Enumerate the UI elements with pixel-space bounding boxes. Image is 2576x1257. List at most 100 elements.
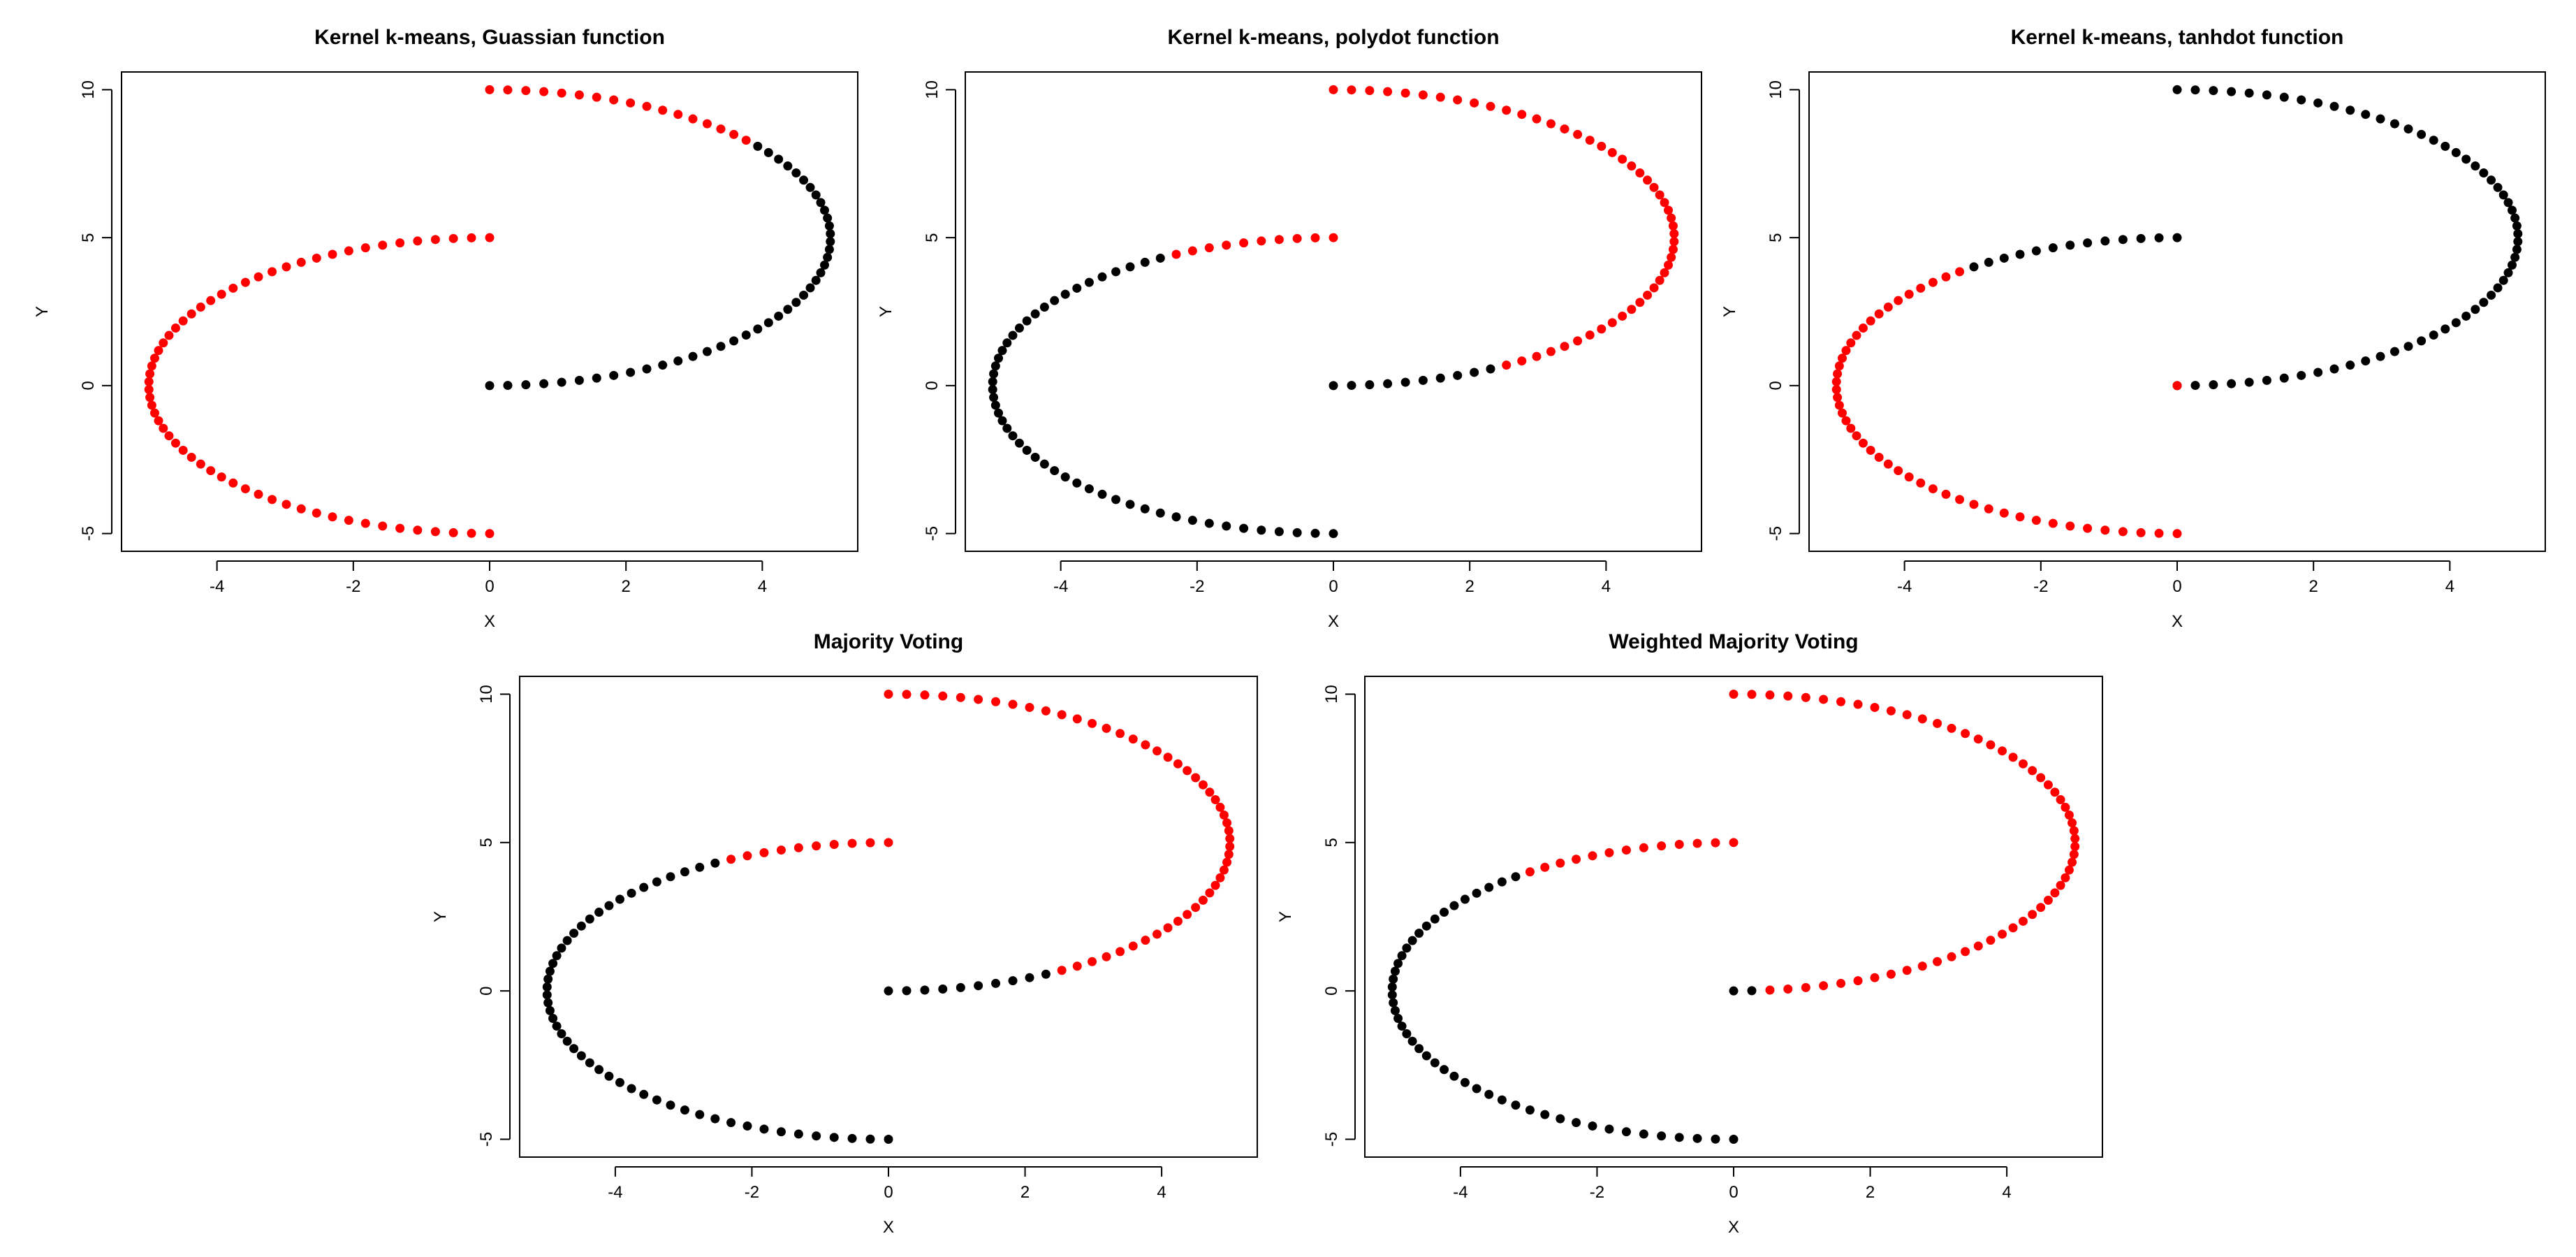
data-point-inner-arc bbox=[1831, 385, 1841, 395]
data-point-inner-arc bbox=[1472, 888, 1481, 898]
data-point-inner-arc bbox=[1111, 495, 1121, 504]
data-point-outer-arc bbox=[557, 88, 566, 98]
data-point-outer-arc bbox=[2069, 850, 2079, 859]
data-point-outer-arc bbox=[820, 205, 830, 215]
data-point-outer-arc bbox=[1152, 929, 1162, 939]
y-tick-label: 0 bbox=[1322, 986, 1341, 995]
data-point-inner-arc bbox=[1449, 1071, 1459, 1081]
data-point-outer-arc bbox=[2244, 377, 2254, 387]
data-point-inner-arc bbox=[793, 1129, 803, 1139]
data-point-outer-arc bbox=[1400, 88, 1410, 98]
data-point-inner-arc bbox=[1008, 431, 1018, 441]
data-point-inner-arc bbox=[1955, 267, 1965, 277]
data-point-inner-arc bbox=[413, 525, 423, 535]
data-point-outer-arc bbox=[2068, 857, 2077, 867]
data-point-inner-arc bbox=[2083, 523, 2093, 533]
data-point-inner-arc bbox=[378, 240, 388, 250]
data-point-outer-arc bbox=[826, 237, 835, 247]
data-point-inner-arc bbox=[170, 324, 180, 333]
data-point-outer-arc bbox=[1667, 252, 1676, 262]
x-axis-label: X bbox=[1728, 1218, 1739, 1237]
data-point-outer-arc bbox=[1198, 895, 1208, 905]
data-point-outer-arc bbox=[1088, 718, 1097, 728]
data-point-inner-arc bbox=[847, 1133, 857, 1143]
data-point-inner-arc bbox=[548, 959, 558, 968]
data-point-outer-arc bbox=[1618, 154, 1627, 164]
data-point-inner-arc bbox=[1604, 1124, 1614, 1134]
data-point-outer-arc bbox=[1973, 734, 1983, 744]
data-point-inner-arc bbox=[545, 1005, 555, 1015]
data-point-inner-arc bbox=[1393, 1014, 1403, 1024]
data-point-inner-arc bbox=[2083, 238, 2093, 248]
data-point-outer-arc bbox=[824, 221, 834, 231]
data-point-inner-arc bbox=[395, 238, 405, 248]
data-point-outer-arc bbox=[1418, 375, 1428, 385]
data-point-outer-arc bbox=[1836, 978, 1846, 988]
x-tick-label: 4 bbox=[2445, 577, 2454, 596]
data-point-outer-arc bbox=[2513, 228, 2523, 238]
data-point-outer-arc bbox=[1224, 826, 1234, 836]
x-tick-label: 4 bbox=[2002, 1183, 2011, 1202]
x-axis-label: X bbox=[484, 612, 495, 631]
data-point-inner-arc bbox=[989, 369, 999, 379]
data-point-inner-arc bbox=[1125, 262, 1135, 272]
y-tick-label: 10 bbox=[1322, 685, 1341, 704]
data-point-inner-arc bbox=[562, 936, 572, 945]
data-point-outer-arc bbox=[1219, 810, 1229, 820]
data-point-outer-arc bbox=[1057, 710, 1067, 720]
data-point-outer-arc bbox=[2429, 136, 2438, 145]
data-point-outer-arc bbox=[2493, 283, 2503, 293]
data-point-inner-arc bbox=[1389, 998, 1398, 1008]
data-point-outer-arc bbox=[2361, 356, 2371, 366]
data-point-outer-arc bbox=[521, 380, 531, 390]
data-point-inner-arc bbox=[1692, 838, 1702, 848]
data-point-outer-arc bbox=[702, 119, 712, 129]
data-point-inner-arc bbox=[1022, 316, 1032, 326]
y-axis-label: Y bbox=[33, 306, 52, 317]
data-point-outer-arc bbox=[1222, 857, 1232, 867]
data-point-inner-arc bbox=[569, 929, 579, 938]
y-tick-label: 5 bbox=[1322, 838, 1341, 847]
data-point-inner-arc bbox=[1222, 521, 1231, 531]
data-point-inner-arc bbox=[1834, 400, 1844, 410]
data-point-inner-arc bbox=[1390, 1005, 1400, 1015]
data-point-outer-arc bbox=[539, 87, 549, 96]
data-point-outer-arc bbox=[2279, 373, 2289, 383]
data-point-inner-arc bbox=[997, 346, 1007, 356]
data-point-inner-arc bbox=[2015, 512, 2025, 522]
data-point-inner-arc bbox=[1140, 257, 1150, 267]
data-point-outer-arc bbox=[2329, 101, 2339, 111]
data-point-outer-arc bbox=[1546, 347, 1556, 356]
data-point-inner-arc bbox=[395, 523, 405, 533]
data-point-outer-arc bbox=[741, 136, 751, 145]
data-point-outer-arc bbox=[1141, 936, 1150, 945]
data-point-inner-arc bbox=[1257, 236, 1266, 246]
data-point-inner-arc bbox=[1222, 240, 1231, 250]
data-point-outer-arc bbox=[1853, 699, 1863, 709]
data-point-outer-arc bbox=[823, 213, 833, 223]
data-point-inner-arc bbox=[1204, 518, 1214, 528]
data-point-outer-arc bbox=[1102, 723, 1111, 733]
data-point-outer-arc bbox=[1627, 161, 1637, 171]
data-point-outer-arc bbox=[991, 978, 1001, 988]
data-point-outer-arc bbox=[1008, 699, 1018, 709]
y-tick-label: 0 bbox=[477, 986, 496, 995]
data-point-outer-arc bbox=[1643, 290, 1653, 300]
data-point-outer-arc bbox=[902, 690, 912, 699]
data-point-inner-arc bbox=[776, 1127, 786, 1137]
x-axis-label: X bbox=[883, 1218, 894, 1237]
data-point-outer-arc bbox=[1801, 692, 1810, 702]
data-point-inner-arc bbox=[360, 243, 370, 253]
plot-frame bbox=[965, 71, 1702, 552]
data-point-inner-arc bbox=[154, 416, 163, 426]
data-point-inner-arc bbox=[1014, 438, 1024, 448]
data-point-inner-arc bbox=[793, 843, 803, 852]
data-point-outer-arc bbox=[2440, 141, 2450, 151]
data-point-inner-arc bbox=[604, 1071, 614, 1081]
data-point-inner-arc bbox=[448, 233, 458, 243]
data-point-inner-arc bbox=[1072, 283, 1082, 293]
y-tick-label: -5 bbox=[1766, 526, 1785, 541]
data-point-outer-arc bbox=[1819, 695, 1829, 704]
data-point-outer-arc bbox=[1210, 880, 1220, 890]
data-point-outer-arc bbox=[574, 375, 584, 385]
